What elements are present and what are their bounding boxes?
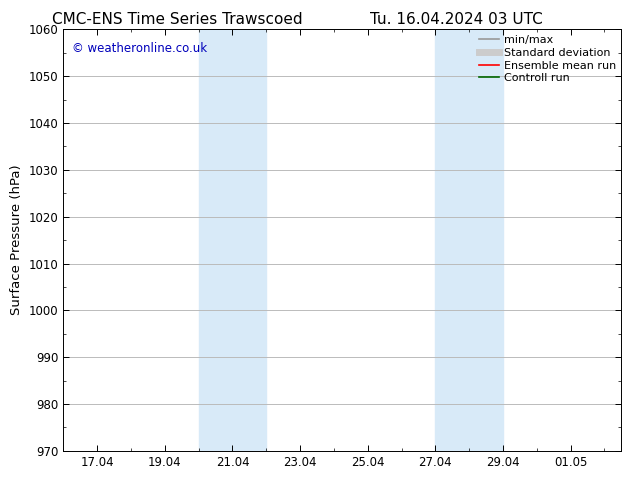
Bar bbox=[436, 29, 503, 451]
Y-axis label: Surface Pressure (hPa): Surface Pressure (hPa) bbox=[10, 165, 23, 316]
Legend: min/max, Standard deviation, Ensemble mean run, Controll run: min/max, Standard deviation, Ensemble me… bbox=[477, 33, 618, 86]
Text: CMC-ENS Time Series Trawscoed: CMC-ENS Time Series Trawscoed bbox=[52, 12, 303, 27]
Bar bbox=[198, 29, 266, 451]
Text: © weatheronline.co.uk: © weatheronline.co.uk bbox=[72, 42, 207, 55]
Text: Tu. 16.04.2024 03 UTC: Tu. 16.04.2024 03 UTC bbox=[370, 12, 543, 27]
